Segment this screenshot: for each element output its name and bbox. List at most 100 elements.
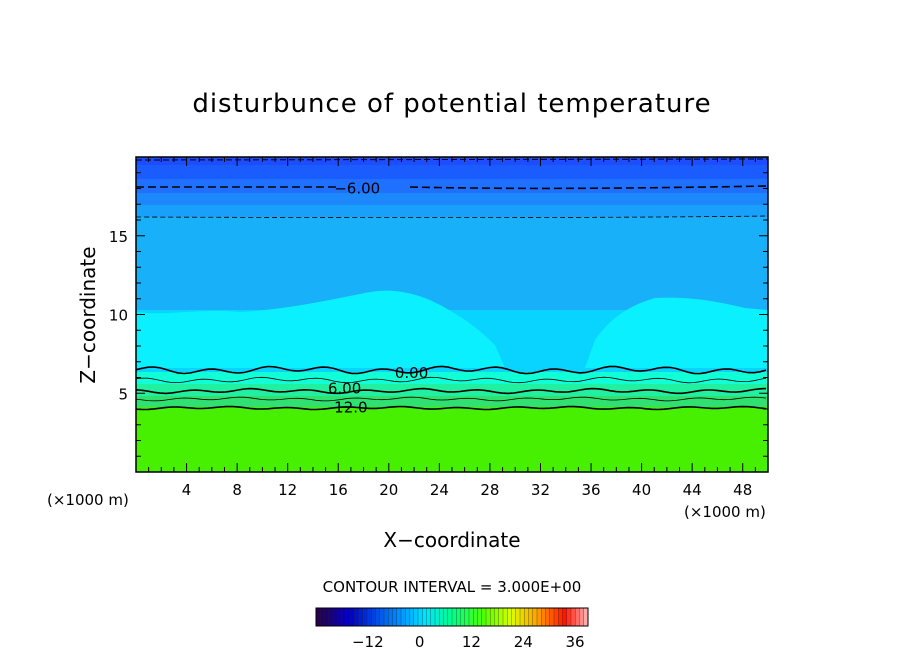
colorbar-swatch [422,607,427,627]
colorbar-swatch [383,607,389,627]
x-tick-label: 44 [683,481,702,499]
colorbar-swatch [447,607,453,627]
x-tick-label: 28 [480,481,499,499]
x-tick-label: 8 [232,481,242,499]
x-tick-label: 4 [182,481,192,499]
x-unit-left: (×1000 m) [47,491,129,509]
lower-field [136,407,768,472]
contour-9 [136,396,767,402]
colorbar-swatch [434,607,440,627]
colorbar-swatch [375,607,381,627]
x-tick-label: 36 [581,481,600,499]
x-tick-label: 40 [632,481,651,499]
colorbar-swatch [366,607,372,627]
x-tick-label: 24 [430,481,449,499]
colorbar-swatch [320,607,325,627]
x-tick-label: 20 [379,481,398,499]
top-band-5 [136,205,768,217]
colorbar-swatch [549,607,555,627]
colorbar-swatch [511,607,517,627]
colorbar-swatch [371,607,376,627]
colorbar-swatch [541,607,546,627]
colorbar-swatch [579,607,585,627]
colorbar-swatch [545,607,551,627]
contour-interval-note: CONTOUR INTERVAL = 3.000E+00 [323,578,582,596]
colorbar-swatch [328,607,334,627]
x-unit-right: (×1000 m) [684,503,766,521]
plot-field [136,157,768,472]
colorbar-swatch [409,607,415,627]
colorbar-swatch [413,607,419,627]
colorbar-ticks: −12 0 12 24 36 [352,633,585,651]
top-band-2 [136,165,768,179]
colorbar-swatch [553,607,559,627]
colorbar-swatch [473,607,478,627]
colorbar-swatch [464,607,470,627]
colorbar-tick-label: −12 [352,633,384,651]
colorbar-swatch [519,607,525,627]
colorbar-swatch [494,607,500,627]
colorbar-swatch [485,607,491,627]
colorbar-swatch [451,607,457,627]
contour-neg6 [136,185,768,190]
contour-label-3: 12.0 [334,398,367,416]
colorbar-swatch [400,607,406,627]
colorbar-swatch [396,607,402,627]
colorbar-swatch [536,607,542,627]
colorbar-swatch [477,607,483,627]
colorbar-swatch [341,607,347,627]
colorbar-swatch [502,607,508,627]
top-band-3 [136,179,768,193]
colorbar-swatch [507,607,512,627]
colorbar-swatch [345,607,351,627]
colorbar-tick-label: 12 [462,633,481,651]
colorbar-swatch [439,607,444,627]
x-axis-ticks: 4 8 12 16 20 24 28 32 36 40 44 48 [148,157,769,499]
colorbar-swatch [332,607,338,627]
colorbar-swatch [566,607,572,627]
colorbar-swatch [570,607,576,627]
colorbar-frame [315,607,589,627]
plume-right [585,297,768,368]
colorbar-swatch [349,607,355,627]
y-tick-label: 15 [109,228,128,246]
y-tick-label: 5 [118,385,128,403]
colorbar-swatch [490,607,495,627]
colorbar-swatch [524,607,529,627]
colorbar-swatch [358,607,364,627]
colorbar-swatch [562,607,568,627]
colorbar-swatch [426,607,432,627]
contour-label-1: 0.00 [395,364,428,382]
contour-label-2: 6.00 [328,380,361,398]
colorbar-swatch [575,607,580,627]
y-axis-label: Z−coordinate [76,246,100,383]
y-tick-label: 10 [109,307,128,325]
colorbar-swatch [392,607,398,627]
colorbar-tick-label: 36 [566,633,585,651]
colorbar-swatch [362,607,368,627]
colorbar-swatch [515,607,521,627]
contour-6 [136,387,767,395]
colorbar-swatch [379,607,385,627]
contour-neg3 [136,215,768,219]
colorbar-swatch [558,607,563,627]
y-axis-ticks: 5 10 15 [109,156,768,457]
colorbar-swatch [528,607,534,627]
x-tick-label: 48 [733,481,752,499]
colorbar [315,607,589,627]
plume-left [136,290,505,368]
colorbar-swatch [460,607,466,627]
colorbar-swatch [498,607,504,627]
top-band-4 [136,193,768,205]
x-tick-label: 12 [278,481,297,499]
colorbar-swatch [481,607,487,627]
chart-title: disturbunce of potential temperature [192,89,711,119]
colorbar-swatch [456,607,461,627]
colorbar-tick-label: 0 [415,633,425,651]
colorbar-swatch [337,607,342,627]
x-tick-label: 32 [531,481,550,499]
colorbar-swatch [443,607,449,627]
colorbar-swatch [388,607,393,627]
colorbar-swatch [468,607,474,627]
